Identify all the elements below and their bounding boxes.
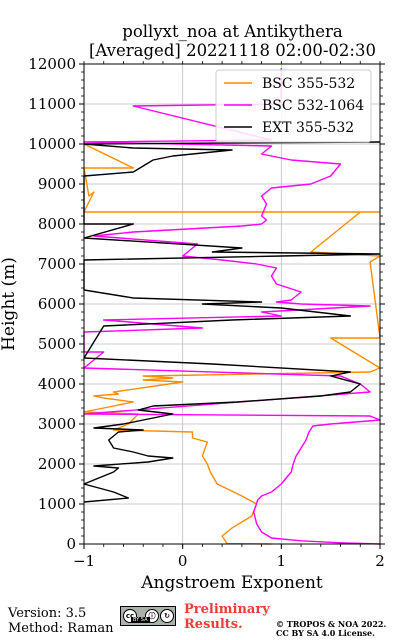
preliminary-line-1: Preliminary (184, 602, 270, 617)
y-tick-label: 0 (66, 535, 76, 553)
y-tick-label: 10000 (28, 135, 76, 153)
x-tick-label: 2 (375, 552, 385, 570)
chart-ticks: −1 0 1 201000200030004000500060007000800090… (28, 55, 385, 570)
method-text: Method: Raman (8, 621, 114, 636)
copyright-line-1: © TROPOS & NOA 2022. (276, 619, 387, 629)
series-line-1 (83, 143, 381, 545)
legend-label: EXT 355-532 (262, 120, 354, 136)
y-tick-label: 7000 (38, 255, 76, 273)
x-tick-label: 0 (178, 552, 188, 570)
y-tick-label: 2000 (38, 455, 76, 473)
y-tick-label: 12000 (28, 55, 76, 73)
y-tick-label: 1000 (38, 495, 76, 513)
legend-label: BSC 355-532 (262, 76, 355, 92)
copyright-note: © TROPOS & NOA 2022. CC BY SA 4.0 Licens… (276, 620, 386, 638)
copyright-line-2: CC BY SA 4.0 License. (276, 628, 375, 638)
y-tick-label: 6000 (38, 295, 76, 313)
series-line-2 (83, 68, 381, 545)
cc-badge-text: BY SA (131, 617, 150, 623)
y-tick-label: 4000 (38, 375, 76, 393)
cc-license-badge: cc ⓘ ↻ BY SA (120, 606, 176, 626)
version-text: Version: 3.5 (8, 606, 87, 621)
preliminary-line-2: Results. (184, 617, 243, 632)
series-line-3 (83, 141, 381, 503)
share-alike-icon: ↻ (160, 609, 174, 623)
y-tick-label: 5000 (38, 335, 76, 353)
x-tick-label: −1 (73, 552, 95, 570)
y-tick-label: 9000 (38, 175, 76, 193)
x-axis-label: Angstroem Exponent (140, 573, 323, 593)
y-tick-label: 3000 (38, 415, 76, 433)
chart-title: pollyxt_noa at Antikythera (122, 22, 343, 41)
y-tick-label: 8000 (38, 215, 76, 233)
y-axis-label: Height (m) (0, 257, 19, 351)
y-tick-label: 11000 (28, 95, 76, 113)
preliminary-results-note: Preliminary Results. (184, 602, 270, 632)
chart-legend: BSC 355-532 BSC 532-1064 EXT 355-532 (215, 69, 372, 143)
chart-series (83, 68, 381, 545)
legend-box (215, 69, 372, 143)
legend-label: BSC 532-1064 (262, 98, 364, 114)
chart-subtitle: [Averaged] 20221118 02:00-02:30 (89, 41, 376, 60)
x-tick-label: 1 (277, 552, 287, 570)
